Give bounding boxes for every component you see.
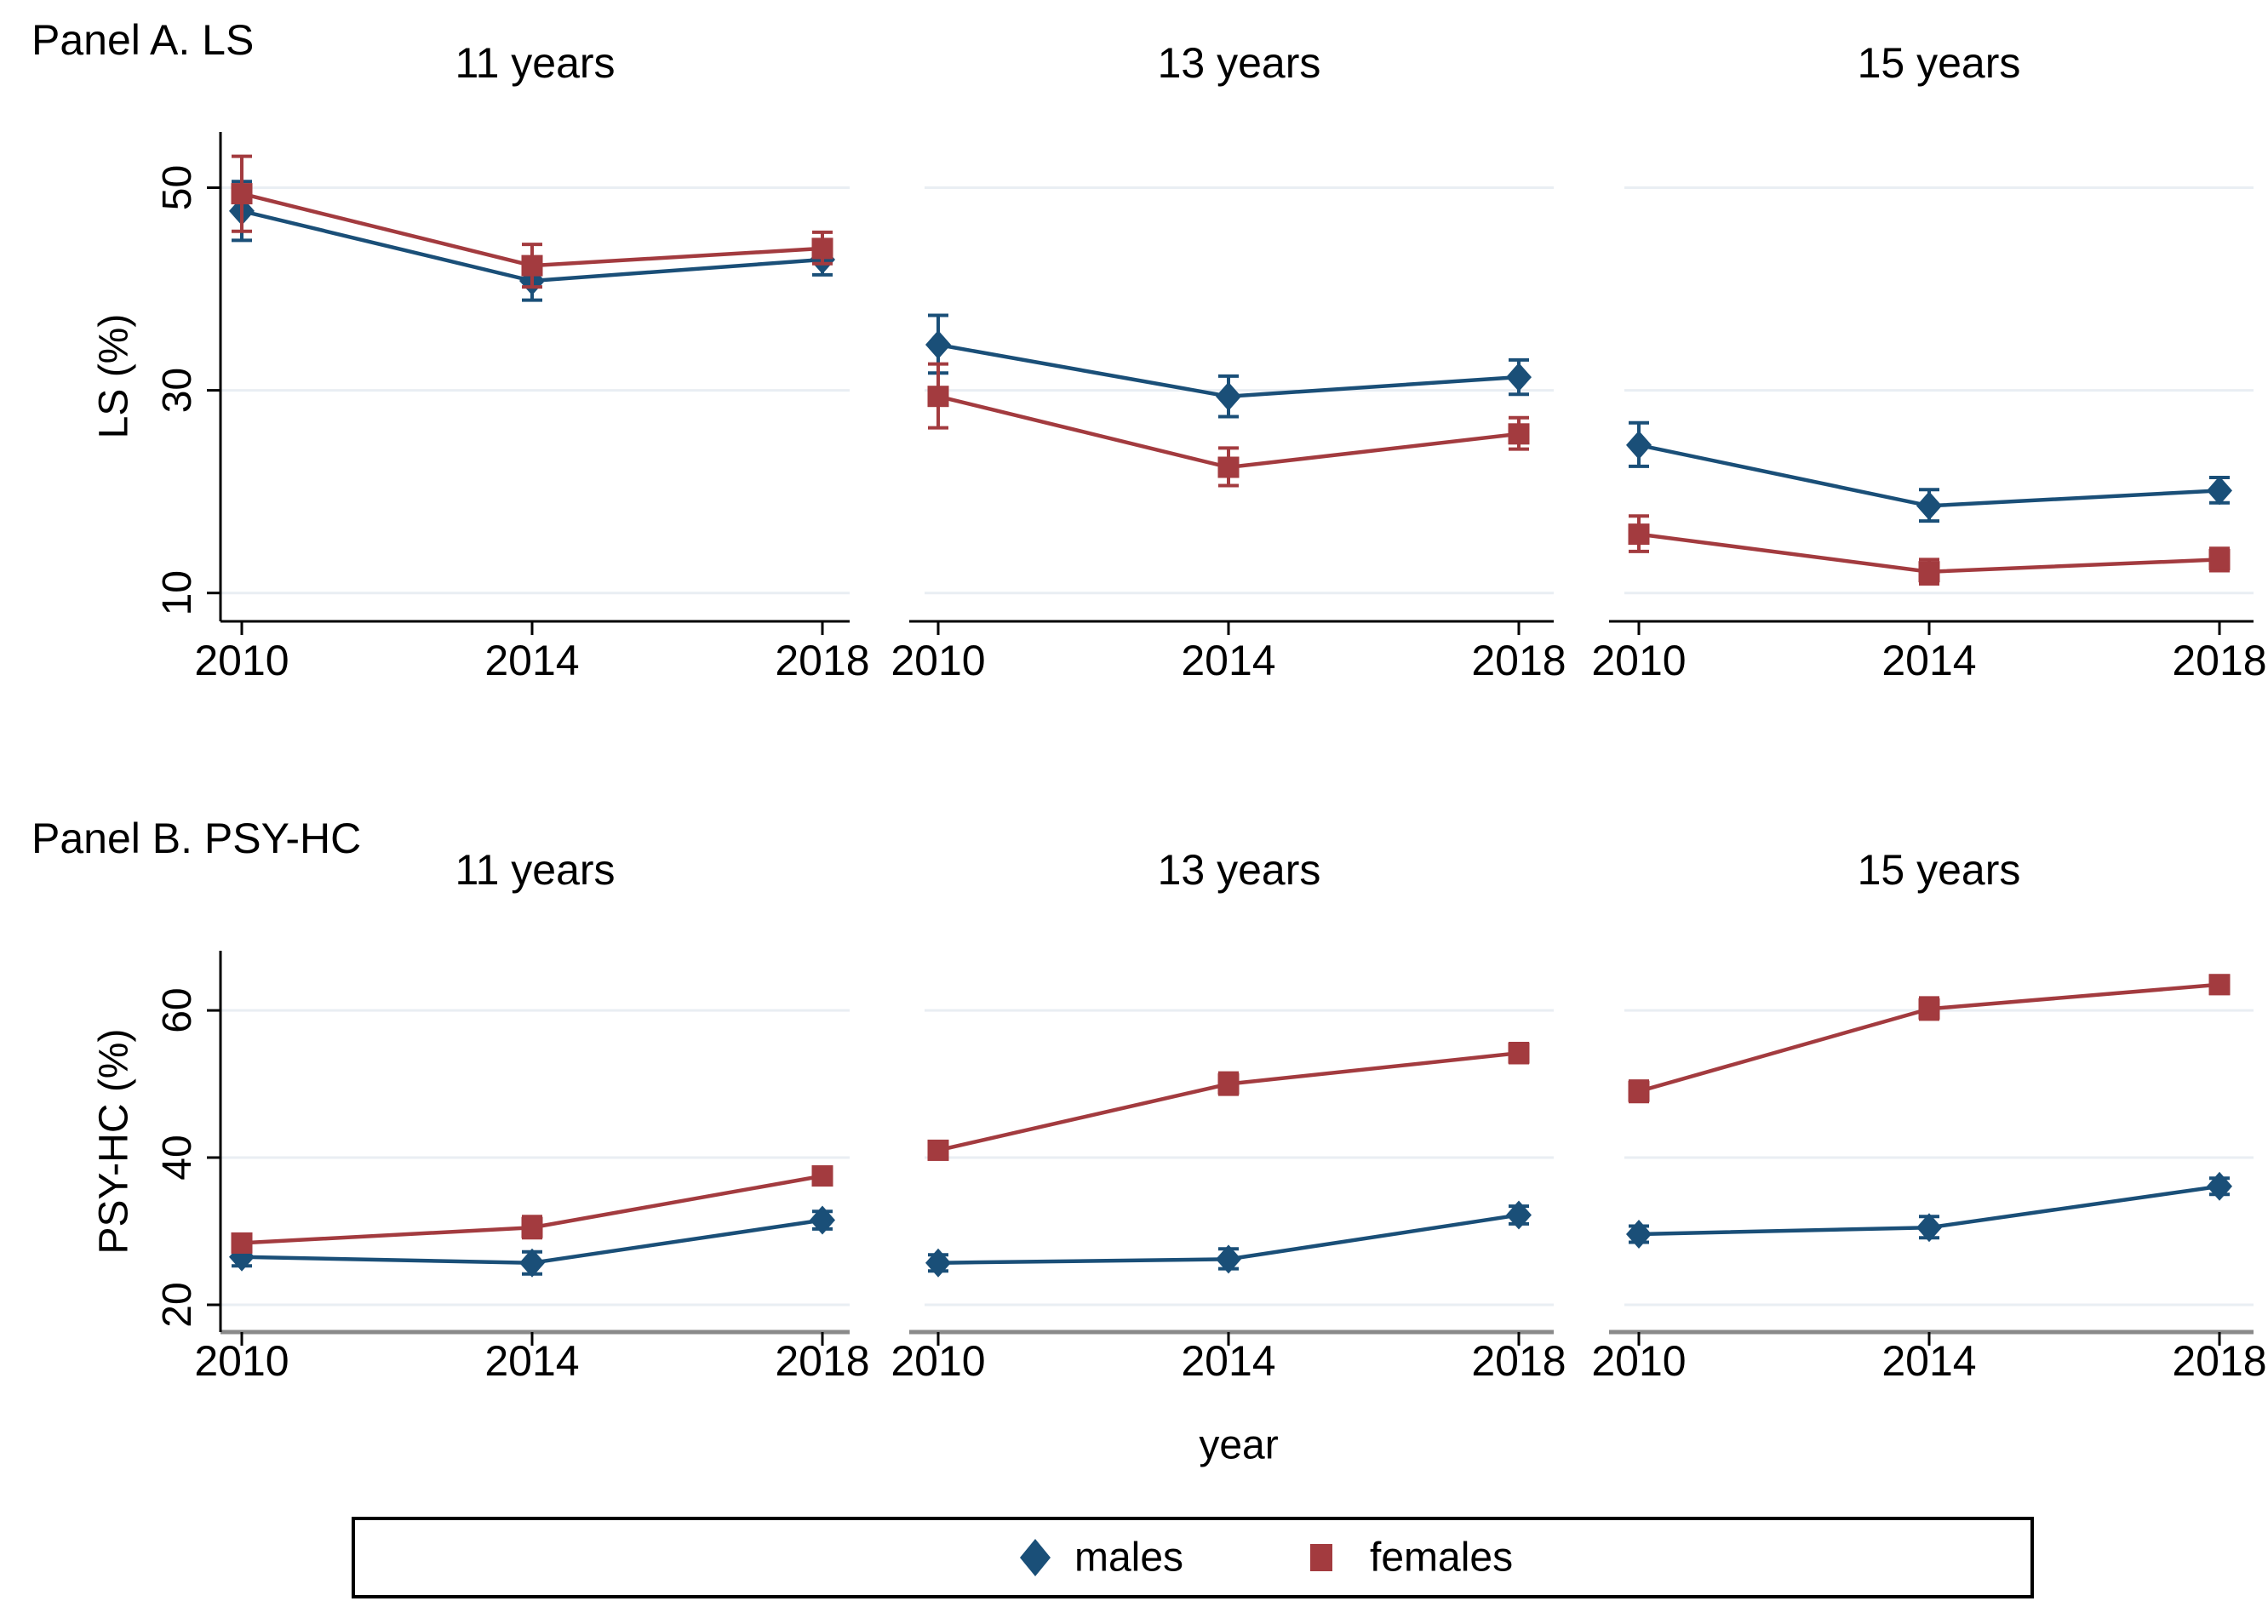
x-tick-label: 2010: [891, 1337, 985, 1385]
subplot-title: 13 years: [1158, 39, 1321, 87]
series-marker-females-square: [521, 1216, 543, 1238]
x-tick-label: 2014: [1181, 637, 1275, 684]
x-tick-label: 2014: [1881, 1337, 1976, 1385]
series-marker-females-square: [231, 183, 253, 205]
x-tick-label: 2018: [775, 1337, 869, 1385]
series-line-females: [937, 1050, 1520, 1152]
legend: males females: [352, 1517, 2034, 1598]
series-marker-females-square: [927, 386, 949, 408]
series-marker-females-square: [1628, 1080, 1650, 1102]
series-marker-females-square: [1628, 523, 1650, 546]
series-marker-females-square: [1918, 561, 1940, 583]
x-tick-label: 2018: [2172, 637, 2266, 684]
series-marker-females-square: [2208, 974, 2231, 996]
series-marker-females-square: [811, 237, 833, 260]
series-marker-females-square: [1217, 1073, 1240, 1095]
series-marker-males-diamond: [925, 1248, 951, 1278]
series-marker-males-diamond: [1916, 491, 1942, 521]
series-marker-females-square: [1508, 1042, 1530, 1064]
x-tick-label: 2014: [1881, 637, 1976, 684]
series-marker-males-diamond: [2207, 476, 2232, 506]
y-tick-label: 10: [155, 570, 200, 615]
series-marker-males-diamond: [1626, 1220, 1652, 1249]
y-tick-label: 30: [155, 368, 200, 413]
series-marker-males-diamond: [519, 1248, 545, 1278]
x-tick-label: 2014: [1181, 1337, 1275, 1385]
series-marker-females-square: [1217, 456, 1240, 478]
subplot-title: 11 years: [455, 846, 615, 894]
series-marker-females-square: [2208, 548, 2231, 570]
legend-females-label: females: [1370, 1535, 1514, 1581]
x-tick-label: 2018: [1471, 637, 1566, 684]
panel-b-label: Panel B. PSY-HC: [32, 815, 362, 862]
series-marker-males-diamond: [925, 330, 951, 359]
legend-males-label: males: [1074, 1535, 1184, 1581]
x-tick-label: 2018: [1471, 1337, 1566, 1385]
y-tick-label: 60: [155, 987, 200, 1032]
x-tick-label: 2014: [484, 637, 579, 684]
legend-males-diamond-icon: [1020, 1539, 1051, 1576]
series-marker-males-diamond: [1216, 1244, 1241, 1274]
series-marker-females-square: [1918, 998, 1940, 1020]
subplot-title: 11 years: [455, 39, 615, 87]
series-marker-males-diamond: [1626, 430, 1652, 460]
x-tick-label: 2010: [1591, 1337, 1686, 1385]
x-tick-label: 2018: [2172, 1337, 2266, 1385]
x-tick-label: 2010: [194, 637, 289, 684]
subplot-title: 15 years: [1858, 39, 2021, 87]
legend-females-square-icon: [1310, 1544, 1332, 1571]
series-marker-males-diamond: [1216, 381, 1241, 411]
series-marker-males-diamond: [2207, 1171, 2232, 1201]
x-tick-label: 2010: [891, 637, 985, 684]
y-tick-label: 50: [155, 165, 200, 210]
x-tick-label: 2010: [1591, 637, 1686, 684]
series-marker-females-square: [1508, 423, 1530, 445]
y-tick-label: 20: [155, 1282, 200, 1327]
series-marker-males-diamond: [810, 1205, 835, 1235]
subplot-title: 13 years: [1158, 846, 1321, 894]
series-marker-females-square: [231, 1232, 253, 1254]
panel-a-y-axis-label: LS (%): [91, 313, 137, 439]
series-marker-males-diamond: [1916, 1213, 1942, 1243]
series-marker-females-square: [811, 1165, 833, 1187]
x-axis-label: year: [1199, 1422, 1279, 1468]
x-tick-label: 2018: [775, 637, 869, 684]
panel-a-label: Panel A. LS: [32, 16, 255, 64]
subplot-title: 15 years: [1858, 846, 2021, 894]
series-marker-males-diamond: [1506, 363, 1532, 392]
series-marker-females-square: [521, 254, 543, 277]
series-marker-males-diamond: [1506, 1200, 1532, 1230]
x-tick-label: 2014: [484, 1337, 579, 1385]
x-tick-label: 2010: [194, 1337, 289, 1385]
series-marker-females-square: [927, 1139, 949, 1161]
y-tick-label: 40: [155, 1135, 200, 1180]
panel-b-y-axis-label: PSY-HC (%): [91, 1028, 137, 1255]
